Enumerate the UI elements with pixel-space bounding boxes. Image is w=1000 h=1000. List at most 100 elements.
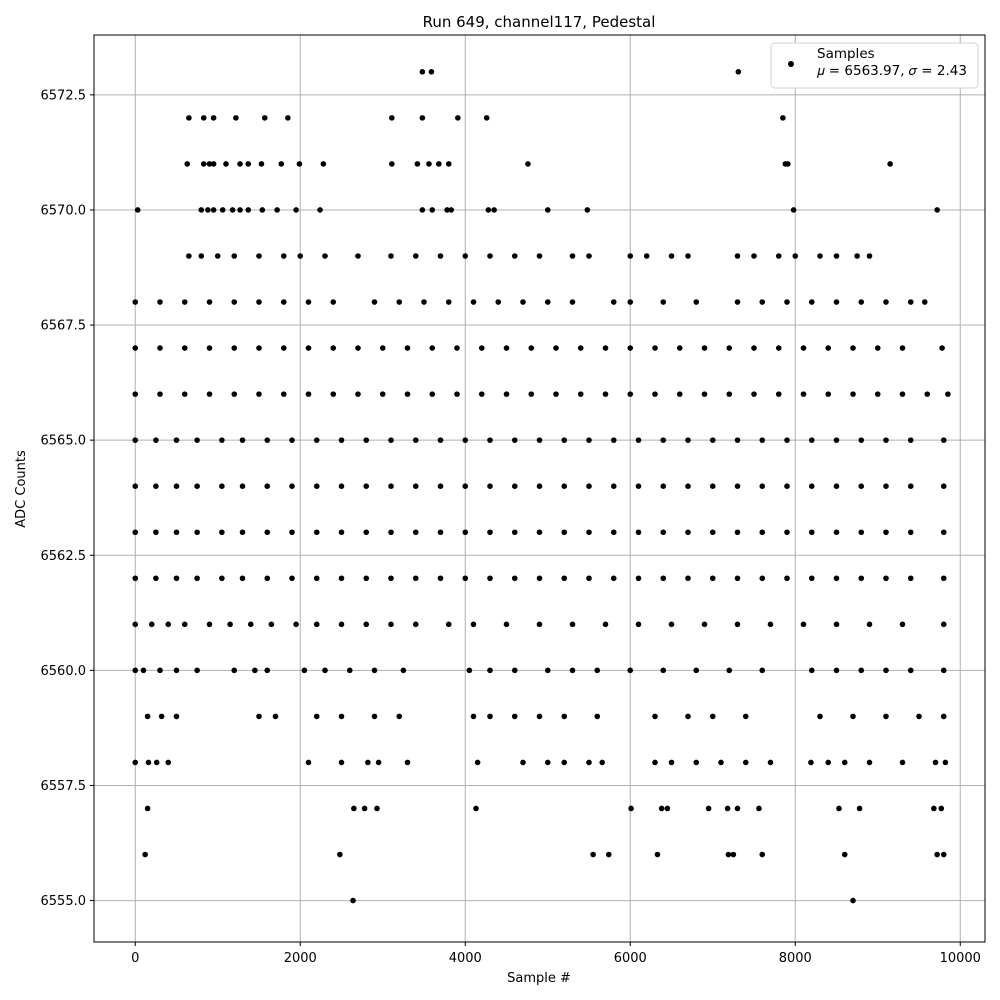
data-point (536, 529, 543, 536)
data-point (206, 161, 213, 167)
data-point (709, 437, 716, 443)
data-point (231, 345, 238, 351)
data-point (511, 575, 518, 582)
data-point (907, 575, 914, 582)
data-point (194, 483, 200, 489)
data-point (850, 713, 856, 720)
data-point (586, 483, 592, 489)
data-point (412, 437, 419, 443)
data-point (181, 391, 188, 397)
data-point (759, 667, 766, 674)
data-point (338, 483, 345, 489)
data-point (635, 621, 642, 628)
data-point (536, 621, 543, 628)
data-point (800, 391, 807, 397)
data-point (388, 483, 394, 489)
data-point (396, 299, 403, 305)
data-point (487, 483, 493, 489)
data-point (709, 483, 716, 489)
data-point (278, 161, 285, 167)
data-point (132, 529, 139, 536)
data-point (157, 299, 163, 305)
data-point (685, 437, 691, 443)
data-point (785, 161, 791, 167)
data-point (305, 759, 312, 766)
data-point (428, 69, 435, 75)
data-point (602, 621, 609, 628)
data-point (668, 253, 675, 259)
data-point (586, 529, 592, 536)
data-point (206, 391, 213, 397)
data-point (363, 621, 370, 628)
data-point (229, 207, 236, 213)
data-point (883, 667, 889, 674)
data-point (767, 759, 774, 766)
data-point (907, 529, 914, 536)
data-point (194, 667, 200, 674)
data-point (724, 805, 731, 812)
data-point (924, 391, 931, 397)
data-point (313, 621, 320, 628)
data-point (388, 529, 394, 536)
data-point (808, 575, 815, 582)
data-point (158, 713, 165, 720)
data-point (132, 667, 139, 674)
data-point (363, 529, 370, 536)
data-point (940, 483, 947, 489)
data-point (627, 391, 634, 397)
data-point (473, 805, 479, 812)
data-point (850, 897, 856, 904)
data-point (330, 345, 337, 351)
data-point (751, 253, 757, 259)
data-point (144, 713, 151, 720)
data-point (635, 483, 642, 489)
chart-title: Run 649, channel117, Pedestal (423, 13, 656, 31)
data-point (511, 667, 518, 674)
y-axis-ticks: 6555.0 6557.5 6560.0 6562.5 6565.0 6567.5 6570… (41, 88, 94, 909)
data-point (313, 713, 320, 720)
data-point (511, 483, 518, 489)
data-point (419, 115, 426, 121)
data-point (389, 115, 395, 121)
data-point (466, 667, 473, 674)
data-point (833, 529, 840, 536)
data-point (485, 207, 492, 213)
data-point (140, 667, 147, 674)
data-point (586, 253, 592, 259)
data-point (261, 115, 268, 121)
data-point (455, 115, 461, 121)
data-point (375, 759, 382, 766)
data-point (693, 759, 700, 766)
data-point (296, 161, 303, 167)
data-point (389, 161, 395, 167)
data-point (850, 391, 856, 397)
data-point (610, 529, 617, 536)
y-tick-label: 6565.0 (41, 434, 87, 449)
data-point (709, 575, 716, 582)
data-point (330, 299, 337, 305)
data-point (899, 759, 906, 766)
data-point (274, 207, 280, 213)
data-point (660, 529, 667, 536)
data-point (214, 253, 221, 259)
x-axis-ticks: 0 2000 4000 6000 8000 10000 (131, 942, 981, 966)
data-point (462, 253, 469, 259)
data-point (371, 713, 378, 720)
data-point (205, 207, 211, 213)
data-point (436, 161, 442, 167)
data-point (239, 483, 246, 489)
data-point (132, 759, 139, 766)
data-point (412, 575, 419, 582)
data-point (883, 299, 889, 305)
data-point (350, 897, 356, 904)
data-point (247, 621, 254, 628)
data-point (940, 529, 947, 536)
data-point (561, 483, 568, 489)
y-tick-label: 6560.0 (41, 664, 87, 679)
data-point (627, 345, 634, 351)
data-point (627, 667, 634, 674)
data-point (337, 851, 343, 858)
data-point (544, 759, 551, 766)
data-point (654, 851, 661, 858)
data-point (219, 575, 225, 582)
